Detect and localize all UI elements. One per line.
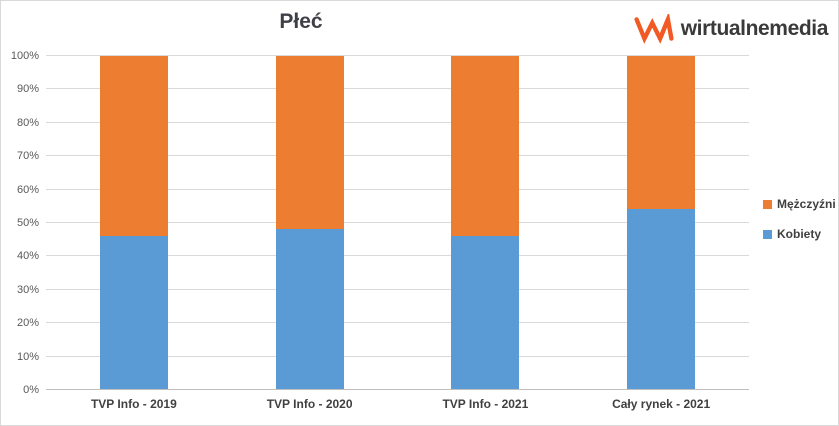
bar-segment-m-czy-ni — [275, 56, 344, 230]
y-axis-tick-label: 40% — [16, 250, 39, 263]
x-axis-label: TVP Info - 2019 — [90, 397, 177, 411]
y-axis-tick-label: 30% — [16, 283, 39, 296]
legend-item: Kobiety — [763, 227, 836, 241]
legend-item: Mężczyźni — [763, 197, 836, 211]
legend: Mężczyźni Kobiety — [763, 197, 836, 257]
y-axis-tick-label: 90% — [16, 83, 39, 96]
bars-layer — [46, 56, 749, 389]
y-axis-tick-label: 0% — [23, 384, 39, 396]
bar-segment-kobiety — [275, 229, 344, 389]
wm-monogram-icon — [634, 14, 674, 44]
bar-column — [46, 56, 222, 389]
bar-column — [398, 56, 574, 389]
gridline — [46, 55, 749, 56]
stacked-bar — [451, 56, 520, 389]
bar-segment-kobiety — [627, 209, 696, 389]
gridline — [46, 322, 749, 324]
bar-segment-m-czy-ni — [451, 56, 520, 236]
y-axis-tick-label: 50% — [16, 217, 39, 229]
plot-area — [46, 55, 749, 390]
y-axis: 0% 10% 20% 30% 40% 50% 60% 70% 80% 90% 100% — [1, 50, 39, 396]
bar-segment-kobiety — [99, 235, 168, 389]
y-axis-tick-label: 60% — [16, 183, 39, 196]
gridline — [46, 121, 749, 123]
y-axis-tick-label: 10% — [16, 350, 39, 363]
gridline — [46, 255, 749, 257]
chart-title: Płeć — [279, 10, 323, 33]
x-axis-label: TVP Info - 2020 — [266, 397, 353, 411]
brand-logo: wirtualnemedia — [634, 14, 828, 44]
legend-swatch — [763, 229, 772, 239]
y-axis-tick-label: 100% — [10, 50, 39, 62]
gridline — [46, 88, 749, 90]
brand-name: wirtualnemedia — [680, 17, 829, 40]
bar-column — [222, 56, 398, 389]
gridline — [46, 155, 749, 157]
gridline — [46, 188, 749, 190]
gridline — [46, 288, 749, 290]
gridline — [46, 222, 749, 223]
y-axis-tick-label: 70% — [16, 150, 39, 163]
x-axis-label: Cały rynek - 2021 — [612, 397, 711, 411]
legend-label: Mężczyźni — [777, 197, 836, 211]
bar-segment-m-czy-ni — [99, 56, 168, 236]
legend-swatch — [763, 199, 772, 209]
legend-label: Kobiety — [777, 227, 822, 241]
bar-segment-kobiety — [451, 235, 520, 389]
stacked-bar — [275, 56, 344, 389]
bar-column — [573, 56, 749, 389]
bar-segment-m-czy-ni — [627, 56, 696, 210]
y-axis-tick-label: 80% — [16, 116, 39, 129]
gridline — [46, 355, 749, 357]
x-axis-label: TVP Info - 2021 — [442, 397, 529, 411]
stacked-bar — [627, 56, 696, 389]
x-axis: TVP Info - 2019 TVP Info - 2020 TVP Info -… — [46, 397, 749, 411]
y-axis-tick-label: 20% — [16, 317, 39, 330]
stacked-bar — [99, 56, 168, 389]
